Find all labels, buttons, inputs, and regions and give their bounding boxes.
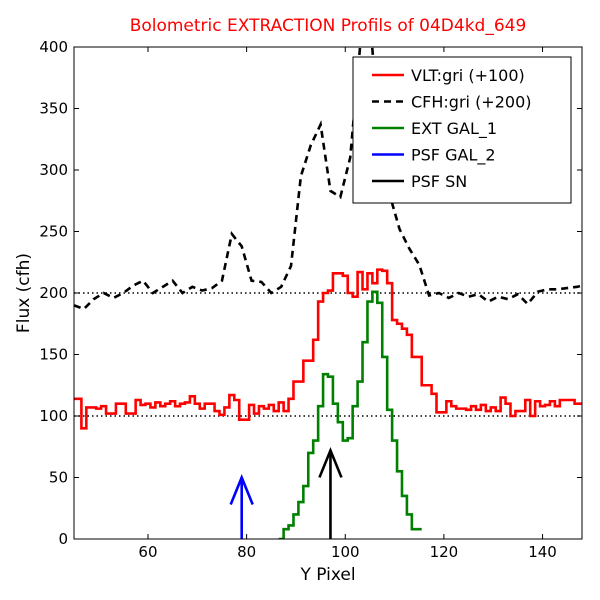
y-tick-label: 150	[39, 346, 68, 364]
y-tick-label: 100	[39, 407, 68, 425]
x-axis-label: Y Pixel	[299, 565, 355, 585]
y-tick-label: 350	[39, 100, 68, 118]
legend-label: CFH:gri (+200)	[411, 93, 532, 112]
plot-frame	[73, 46, 583, 540]
x-tick-label: 120	[430, 543, 459, 561]
legend: VLT:gri (+100) CFH:gri (+200) EXT GAL_1 PSF…	[352, 56, 572, 204]
y-tick-label: 300	[39, 161, 68, 179]
series-layer	[74, 47, 582, 539]
x-tick-label: 140	[528, 543, 557, 561]
y-tick-label: 250	[39, 223, 68, 241]
legend-box	[352, 56, 572, 204]
arrow-psf-gal-2	[229, 474, 254, 539]
y-tick-label: 400	[39, 38, 68, 56]
tick-layer: 60 80 100 120 140 0 50 100 150 200 250 300 350 400	[39, 38, 582, 561]
legend-label: EXT GAL_1	[411, 119, 497, 139]
chart-title: Bolometric EXTRACTION Profils of 04D4kd_…	[130, 16, 527, 36]
x-tick-label: 100	[331, 543, 360, 561]
reference-lines	[74, 292, 582, 417]
series-vlt-gri-100-	[74, 268, 582, 430]
y-axis-label: Flux (cfh)	[14, 253, 34, 333]
x-tick-label: 80	[237, 543, 256, 561]
series-ext-gal-1	[278, 290, 422, 539]
arrow-psf-sn	[318, 446, 343, 539]
legend-label: PSF GAL_2	[411, 146, 496, 166]
y-tick-label: 0	[58, 530, 68, 548]
y-tick-label: 200	[39, 284, 68, 302]
legend-label: PSF SN	[411, 172, 467, 191]
y-tick-label: 50	[49, 469, 68, 487]
legend-label: VLT:gri (+100)	[411, 66, 525, 85]
arrow-layer	[229, 446, 343, 539]
x-tick-label: 60	[138, 543, 157, 561]
series-cfh-gri-200-	[74, 47, 582, 311]
